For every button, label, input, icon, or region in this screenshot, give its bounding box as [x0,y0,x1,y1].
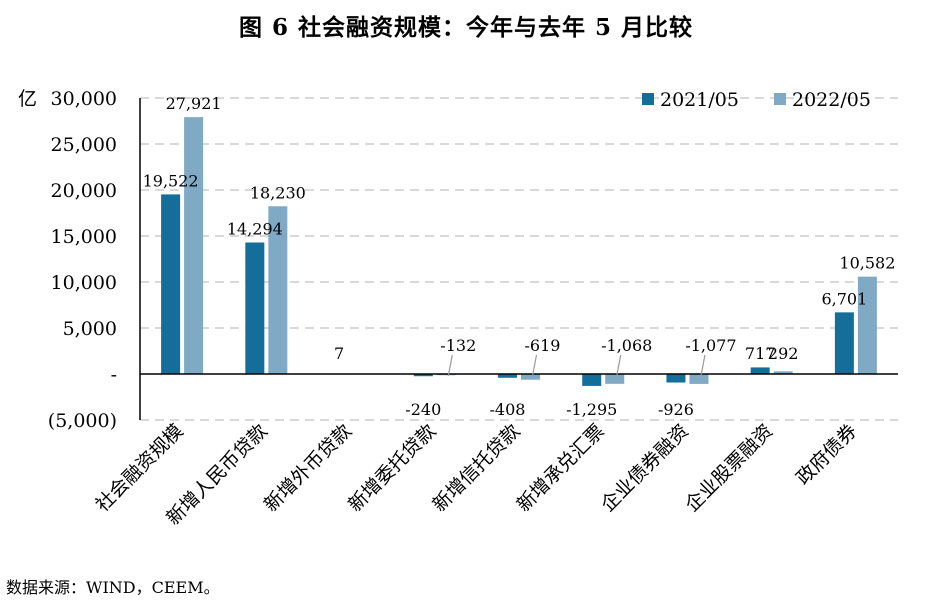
data-label: 7 [334,344,344,363]
data-label: 27,921 [166,94,222,113]
data-label: -926 [658,400,694,419]
bar-s1 [834,312,854,374]
x-category-label: 新增外币贷款 [260,420,356,516]
y-tick-label: 5,000 [63,318,117,340]
bar-s2 [184,117,204,374]
x-category-label: 新增承兑汇票 [513,420,609,516]
data-label-leader [531,354,538,377]
y-tick-label: 20,000 [51,180,117,202]
data-label: -1,295 [566,400,617,419]
data-label: 717 [745,344,776,363]
bar-s2 [521,374,540,380]
bar-s1 [161,194,181,374]
data-label: -408 [490,400,526,419]
bar-s2 [857,276,877,374]
axis-layer: 30,000 25,000 20,000 15,000 10,000 5,000 - (5,0… [18,88,898,432]
legend: 2021/05 2022/05 [642,89,871,111]
data-label: -132 [440,336,476,355]
x-category-label: 政府债券 [792,420,861,489]
data-label: 18,230 [250,183,306,202]
bar-s1 [245,242,265,374]
data-label: 19,522 [143,171,199,190]
data-label-leader [700,354,706,377]
bar-layer [161,117,877,386]
data-label: 10,582 [839,254,895,273]
chart-title: 图 6 社会融资规模：今年与去年 5 月比较 [238,14,694,41]
data-label: -240 [405,400,441,419]
data-label: -1,068 [601,336,652,355]
y-axis-unit: 亿 [18,88,37,110]
data-label: -619 [525,336,561,355]
data-label: 6,701 [821,289,867,308]
data-label: -1,077 [685,336,736,355]
grid-layer [140,97,898,421]
legend-swatch [774,93,786,105]
data-label: 292 [768,344,799,363]
y-tick-label: 30,000 [51,88,117,110]
bar-s1 [498,374,517,378]
y-tick-label: 10,000 [51,272,117,294]
x-category-label: 企业债券融资 [597,420,693,516]
x-category-label: 企业股票融资 [681,420,777,516]
bar-s2 [268,206,288,374]
bar-s2 [605,374,625,384]
x-category-label: 新增委托贷款 [344,420,440,516]
data-label: 14,294 [227,219,283,238]
bar-s1 [582,374,602,386]
bar-s2 [689,374,709,384]
source-note: 数据来源：WIND，CEEM。 [6,578,220,597]
bar-s1 [666,374,686,383]
legend-label: 2021/05 [660,89,739,111]
data-label-leader [616,354,622,377]
legend-swatch [642,93,654,105]
bar-s1 [413,374,433,377]
y-tick-label: 25,000 [51,134,117,156]
y-tick-label: (5,000) [48,410,117,432]
x-category-label: 新增信托贷款 [428,420,524,516]
bar-s2 [773,371,793,374]
y-tick-label: - [111,364,117,386]
y-tick-label: 15,000 [51,226,117,248]
legend-label: 2022/05 [792,89,871,111]
bar-s1 [750,367,770,374]
label-layer: 社会融资规模新增人民币贷款新增外币贷款新增委托贷款新增信托贷款新增承兑汇票企业债… [91,94,895,529]
data-label-leader [447,354,453,377]
